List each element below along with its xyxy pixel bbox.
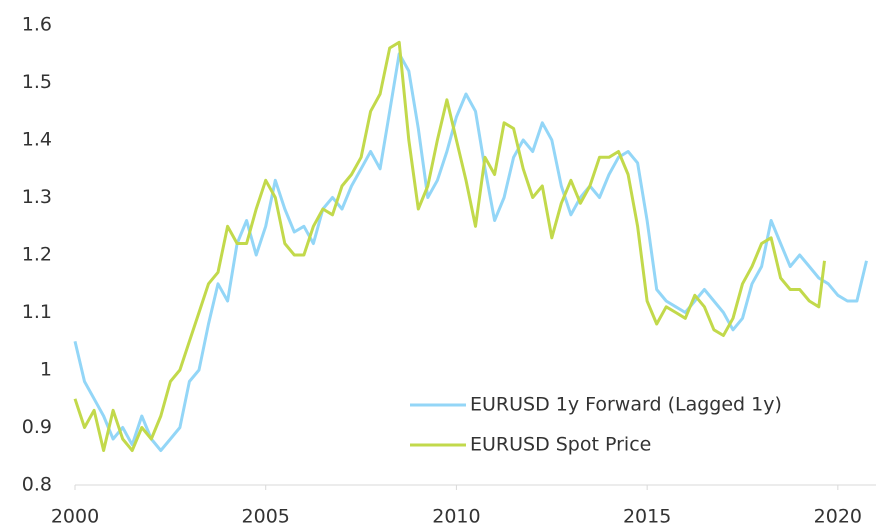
y-tick-label: 0.8 (22, 474, 52, 496)
legend-label: EURUSD Spot Price (470, 434, 651, 456)
x-tick-label: 2010 (432, 506, 480, 528)
y-tick-label: 1.2 (22, 244, 52, 266)
y-tick-label: 1.1 (22, 301, 52, 323)
x-tick-label: 2015 (623, 506, 671, 528)
y-tick-label: 0.9 (22, 416, 52, 438)
x-tick-label: 2000 (51, 506, 99, 528)
x-tick-label: 2005 (242, 506, 290, 528)
y-tick-label: 1.5 (22, 71, 52, 93)
y-tick-label: 1.4 (22, 129, 52, 151)
series-line (73, 40, 826, 452)
legend-label: EURUSD 1y Forward (Lagged 1y) (470, 394, 782, 416)
y-tick-label: 1.6 (22, 14, 52, 36)
y-tick-label: 1.3 (22, 186, 52, 208)
series-line (73, 52, 868, 452)
x-tick-label: 2020 (814, 506, 862, 528)
y-tick-label: 1 (40, 359, 52, 381)
